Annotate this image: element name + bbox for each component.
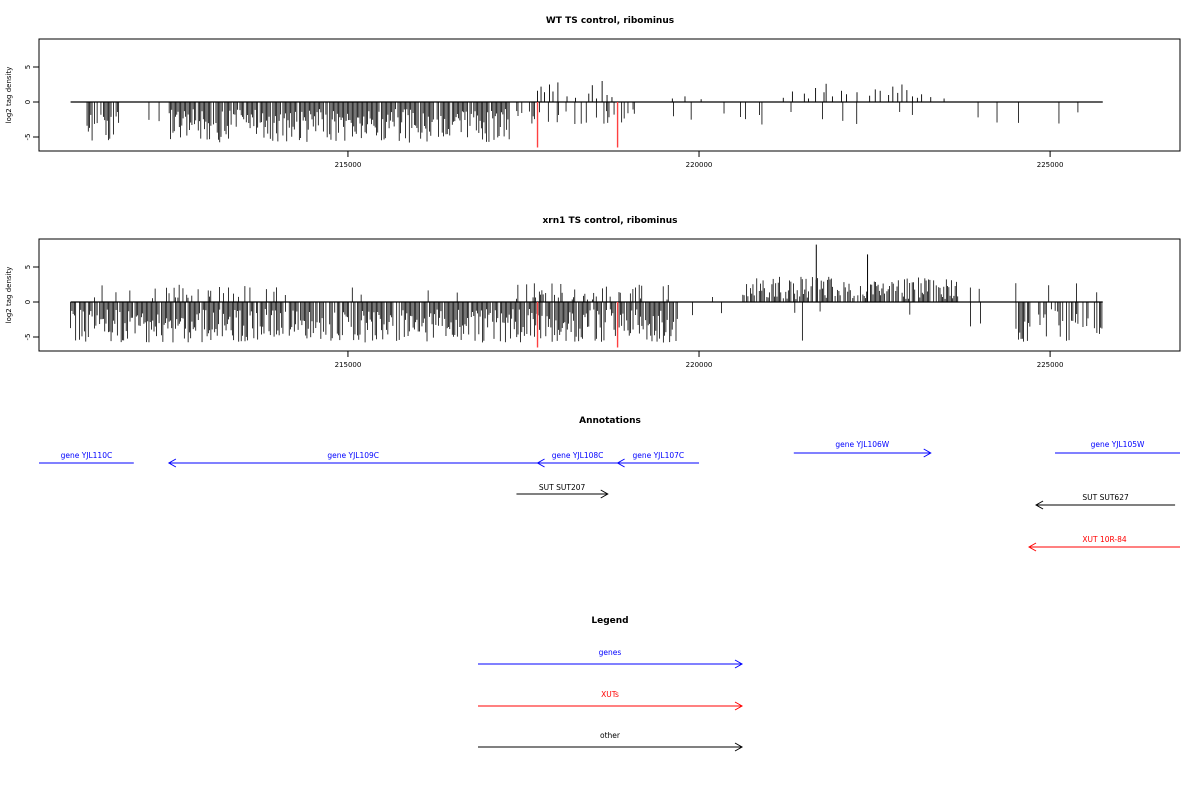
- annotation-feature: gene YJL110C: [39, 451, 134, 464]
- legend-entry: other: [478, 731, 744, 752]
- wt-track-title: WT TS control, ribominus: [546, 16, 674, 26]
- arrow-head-icon: [600, 489, 609, 499]
- feature-label: SUT SUT207: [539, 483, 586, 492]
- x-tick-label: 225000: [1037, 361, 1064, 369]
- xrn1-track-ylabel: log2 tag density: [5, 267, 13, 324]
- x-tick-label: 215000: [335, 361, 362, 369]
- arrow-head-icon: [734, 659, 744, 669]
- wt-track-frame: [38, 38, 1181, 152]
- feature-label: gene YJL109C: [327, 451, 379, 460]
- legend-entries: genes XUTs other: [478, 648, 744, 752]
- annotation-feature: gene YJL107C: [616, 451, 700, 468]
- feature-label: XUT 10R-84: [1082, 535, 1127, 544]
- annotation-feature: gene YJL108C: [536, 451, 618, 468]
- annotation-feature: SUT SUT627: [1035, 493, 1176, 510]
- annotation-features: gene YJL110C gene YJL109C gene YJL108C gene…: [39, 440, 1180, 552]
- feature-label: gene YJL106W: [835, 440, 889, 449]
- legend-entry: XUTs: [478, 690, 744, 711]
- xrn1-track-axes: 5 0 -5 215000 220000 225000: [24, 265, 1063, 369]
- annotation-feature: gene YJL105W: [1055, 440, 1180, 454]
- feature-label: gene YJL105W: [1091, 440, 1145, 449]
- wt-track-panel: WT TS control, ribominus log2 tag densit…: [5, 16, 1181, 169]
- arrow-head-icon: [923, 448, 932, 458]
- legend-panel: Legend genes XUTs other: [478, 616, 744, 752]
- wt-track-bars: [70, 81, 1103, 148]
- annotation-feature: gene YJL106W: [793, 440, 932, 458]
- y-tick-label: -5: [24, 334, 32, 341]
- x-tick-label: 220000: [686, 161, 713, 169]
- arrow-head-icon: [1035, 500, 1044, 510]
- y-tick-label: 5: [24, 65, 32, 69]
- legend-title: Legend: [591, 616, 628, 626]
- feature-label: SUT SUT627: [1082, 493, 1129, 502]
- x-tick-label: 215000: [335, 161, 362, 169]
- xrn1-track-panel: xrn1 TS control, ribominus log2 tag dens…: [5, 216, 1181, 369]
- y-tick-label: 0: [24, 100, 32, 104]
- xrn1-track-frame: [38, 238, 1181, 352]
- arrow-head-icon: [167, 458, 177, 468]
- feature-label: gene YJL110C: [61, 451, 113, 460]
- xrn1-track-title: xrn1 TS control, ribominus: [542, 216, 677, 226]
- legend-label: other: [600, 731, 621, 740]
- y-tick-label: -5: [24, 134, 32, 141]
- arrow-head-icon: [536, 458, 545, 468]
- annotations-panel: Annotations gene YJL110C gene YJL109C gene…: [39, 416, 1180, 552]
- arrow-head-icon: [734, 701, 744, 711]
- feature-label: gene YJL107C: [632, 451, 684, 460]
- legend-entry: genes: [478, 648, 744, 669]
- y-tick-label: 5: [24, 265, 32, 269]
- y-tick-label: 0: [24, 300, 32, 304]
- arrow-head-icon: [1028, 542, 1037, 552]
- wt-track-ylabel: log2 tag density: [5, 67, 13, 124]
- annotation-feature: XUT 10R-84: [1028, 535, 1180, 552]
- legend-label: genes: [599, 648, 622, 657]
- legend-label: XUTs: [601, 690, 619, 699]
- arrow-head-icon: [734, 742, 744, 752]
- annotation-feature: gene YJL109C: [167, 451, 538, 468]
- wt-track-axes: 5 0 -5 215000 220000 225000: [24, 65, 1063, 169]
- xrn1-track-bars: [70, 244, 1103, 348]
- feature-label: gene YJL108C: [552, 451, 604, 460]
- annotation-feature: SUT SUT207: [516, 483, 609, 499]
- annotations-title: Annotations: [579, 416, 641, 426]
- x-tick-label: 220000: [686, 361, 713, 369]
- x-tick-label: 225000: [1037, 161, 1064, 169]
- arrow-head-icon: [616, 458, 625, 468]
